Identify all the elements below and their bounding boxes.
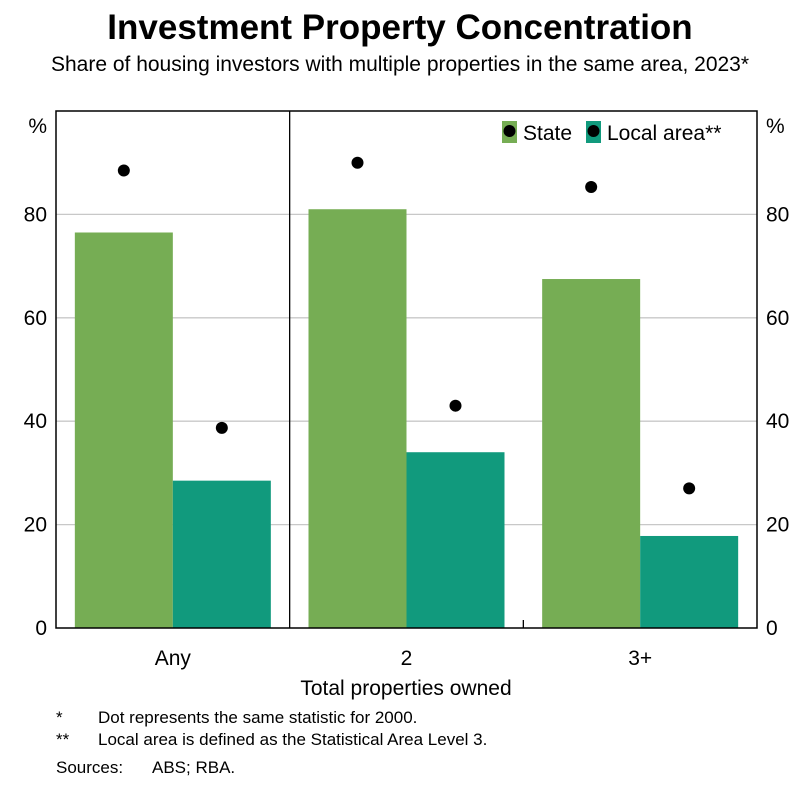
footnote-1-mark: * xyxy=(56,708,63,727)
sources-line: Sources: ABS; RBA. xyxy=(56,758,235,778)
plot-frame xyxy=(55,110,758,629)
y-axis-unit-right: % xyxy=(766,115,785,138)
legend-dot-state xyxy=(503,125,516,137)
dot-2000-state-2 xyxy=(585,180,598,193)
bar-local-area-1 xyxy=(406,452,505,628)
y-tick-label-left-0: 0 xyxy=(35,617,47,640)
bar-state-2 xyxy=(542,279,641,628)
footnote-1: * Dot represents the same statistic for 2… xyxy=(56,708,417,728)
dot-2000-local-area-2 xyxy=(683,482,696,495)
footnote-1-text: Dot represents the same statistic for 20… xyxy=(98,708,418,727)
dot-2000-local-area-1 xyxy=(449,399,462,412)
legend-label-local-area: Local area** xyxy=(607,122,721,145)
y-tick-label-left-40: 40 xyxy=(24,410,47,433)
bar-state-0 xyxy=(74,232,173,628)
y-tick-label-left-60: 60 xyxy=(24,307,47,330)
dot-2000-state-0 xyxy=(117,164,130,177)
y-tick-label-right-0: 0 xyxy=(766,617,778,640)
chart-title: Investment Property Concentration xyxy=(107,8,693,47)
chart-svg: State Local area** Any 2 3+ 0 0 20 20 40 40 60 60 80… xyxy=(24,110,789,700)
y-tick-label-left-80: 80 xyxy=(24,203,47,226)
x-tick-label-1: 2 xyxy=(401,647,413,670)
y-tick-label-left-20: 20 xyxy=(24,514,47,537)
bar-local-area-2 xyxy=(640,535,739,628)
footnote-2-text: Local area is defined as the Statistical… xyxy=(98,730,488,749)
y-tick-label-right-40: 40 xyxy=(766,410,789,433)
bar-local-area-0 xyxy=(172,480,271,628)
legend-dot-local-area xyxy=(587,125,600,137)
x-tick-label-0: Any xyxy=(155,647,192,670)
y-tick-label-right-60: 60 xyxy=(766,307,789,330)
y-axis-unit-left: % xyxy=(28,115,47,138)
x-axis-title: Total properties owned xyxy=(300,677,511,700)
y-tick-label-right-20: 20 xyxy=(766,514,789,537)
x-tick-label-2: 3+ xyxy=(628,647,652,670)
chart-subtitle: Share of housing investors with multiple… xyxy=(50,53,750,76)
footnote-2-mark: ** xyxy=(56,730,70,749)
sources-text: ABS; RBA. xyxy=(152,758,236,777)
footnote-2: ** Local area is defined as the Statistic… xyxy=(56,730,487,750)
bar-state-1 xyxy=(308,209,407,629)
dot-2000-state-1 xyxy=(351,156,364,169)
dot-2000-local-area-0 xyxy=(215,421,228,434)
sources-label: Sources: xyxy=(56,758,124,777)
y-tick-label-right-80: 80 xyxy=(766,203,789,226)
legend-label-state: State xyxy=(523,122,572,145)
